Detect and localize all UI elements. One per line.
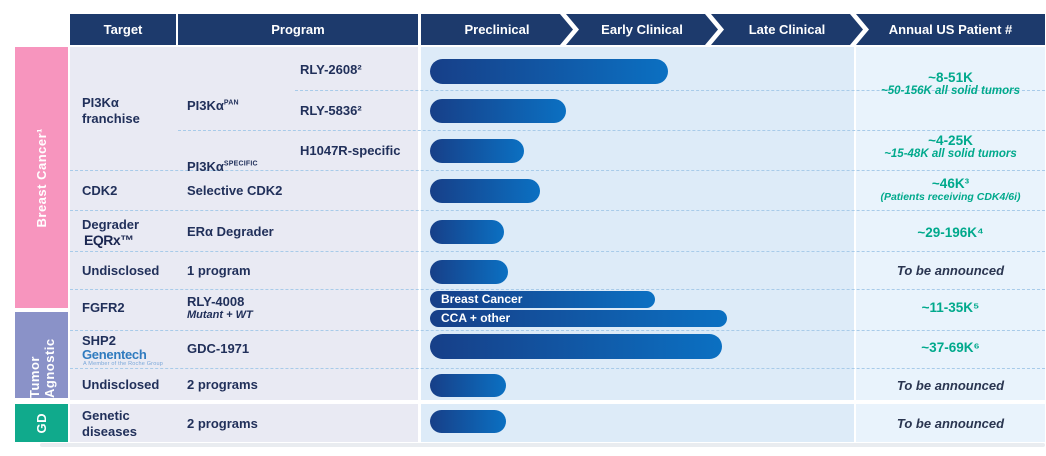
pi3ka-specific-sup: SPECIFIC	[223, 160, 258, 168]
patient-note: ~50-156K all solid tumors	[880, 85, 1020, 97]
program-2-programs-gd: 2 programs	[187, 416, 258, 431]
target-degrader: Degrader	[82, 217, 140, 232]
bar-gdc-1971	[430, 334, 722, 359]
program-rly-5836: RLY-5836²	[300, 103, 362, 118]
bar-era-degrader	[430, 220, 504, 244]
patient-count-pan: ~8-51K ~50-156K all solid tumors	[856, 70, 1045, 97]
header-target: Target	[70, 14, 176, 45]
row-separator	[70, 251, 1045, 252]
header-program: Program	[178, 14, 418, 45]
patient-count-undisclosed-bc: To be announced	[856, 263, 1045, 278]
program-rly-2608: RLY-2608²	[300, 62, 362, 77]
program-era-degrader: ERα Degrader	[187, 224, 274, 239]
pi3ka-specific-label: PI3Kα	[187, 158, 224, 174]
target-cdk2: CDK2	[82, 183, 118, 198]
category-strip-breast-cancer: Breast Cancer¹	[15, 47, 68, 308]
header-phase-early-clinical: Early Clinical	[566, 14, 718, 45]
header-phase-preclinical: Preclinical	[421, 14, 573, 45]
row-separator	[70, 210, 1045, 211]
bar-rly-5836	[430, 99, 566, 123]
bar-rly-4008-cca-other: CCA + other	[430, 310, 727, 327]
patient-panel-gd	[856, 404, 1045, 442]
patient-main: ~11-35K⁵	[921, 300, 980, 315]
category-strip-gd: GD	[15, 404, 68, 442]
pi3ka-pan-sup: PAN	[223, 99, 239, 107]
patient-main: ~8-51K	[928, 70, 973, 85]
row-separator	[70, 170, 1045, 171]
bar-undisclosed-ta	[430, 374, 506, 397]
patient-note: (Patients receiving CDK4/6i)	[880, 191, 1021, 203]
patient-tba: To be announced	[896, 378, 1005, 393]
pi3ka-pan-label: PI3Kα	[187, 97, 224, 113]
row-separator	[295, 90, 1045, 91]
program-group-pi3ka-specific: PI3KαSPECIFIC	[187, 143, 258, 174]
target-undisclosed-ta: Undisclosed	[82, 377, 160, 392]
bar-selective-cdk2	[430, 179, 540, 203]
program-rly-4008-note: Mutant + WT	[187, 309, 253, 321]
bar-h1047r	[430, 139, 524, 163]
patient-main: ~29-196K⁴	[917, 225, 984, 240]
patient-count-degrader: ~29-196K⁴	[856, 225, 1045, 240]
patient-count-h1047r: ~4-25K ~15-48K all solid tumors	[856, 133, 1045, 160]
header-phase-late-clinical: Late Clinical	[711, 14, 863, 45]
category-label-gd: GD	[34, 412, 49, 434]
program-2-programs-ta: 2 programs	[187, 377, 258, 392]
row-separator	[70, 368, 1045, 369]
category-label-tumor-agnostic: Tumor Agnostic	[26, 338, 57, 398]
bar-genetic-diseases	[430, 410, 506, 433]
table-drop-shadow	[40, 443, 1045, 447]
program-gdc-1971: GDC-1971	[187, 341, 250, 356]
bar-rly-2608	[430, 59, 668, 84]
patient-main: ~46K³	[931, 176, 970, 191]
row-separator	[70, 330, 1045, 331]
program-1-program: 1 program	[187, 263, 251, 278]
category-label-breast-cancer: Breast Cancer¹	[34, 127, 49, 228]
table-left-panel	[70, 47, 418, 400]
program-selective-cdk2: Selective CDK2	[187, 183, 283, 198]
row-separator	[70, 289, 1045, 290]
target-fgfr2: FGFR2	[82, 300, 125, 315]
bar-undisclosed-bc	[430, 260, 508, 284]
patient-main: ~4-25K	[928, 133, 973, 148]
patient-tba: To be announced	[896, 416, 1005, 431]
genentech-tagline: A Member of the Roche Group	[83, 361, 163, 367]
target-pi3ka-franchise: PI3Kα franchise	[82, 95, 140, 126]
program-h1047r: H1047R-specific	[300, 143, 401, 158]
target-shp2: SHP2	[82, 333, 116, 348]
bar-rly-4008-breast-cancer: Breast Cancer	[430, 291, 655, 308]
target-genetic-diseases: Genetic diseases	[82, 408, 137, 439]
patient-tba: To be announced	[896, 263, 1005, 278]
patient-count-undisclosed-ta: To be announced	[856, 378, 1045, 393]
table-left-panel-gd	[70, 404, 418, 442]
program-group-pi3ka-pan: PI3KαPAN	[187, 82, 239, 113]
patient-panel	[856, 47, 1045, 400]
program-rly-4008: RLY-4008	[187, 294, 245, 309]
patient-count-genetic: To be announced	[856, 416, 1045, 431]
patient-count-shp2: ~37-69K⁶	[856, 340, 1045, 355]
patient-main: ~37-69K⁶	[921, 340, 980, 355]
patient-count-cdk2: ~46K³ (Patients receiving CDK4/6i)	[856, 176, 1045, 203]
patient-note: ~15-48K all solid tumors	[884, 148, 1017, 160]
patient-count-fgfr2: ~11-35K⁵	[856, 300, 1045, 315]
row-separator	[178, 130, 1045, 131]
header-patient-count: Annual US Patient #	[856, 14, 1045, 45]
category-strip-tumor-agnostic: Tumor Agnostic	[15, 312, 68, 398]
eqrx-logo: EQRx™	[84, 232, 134, 248]
genentech-logo: Genentech	[82, 347, 147, 362]
target-undisclosed-bc: Undisclosed	[82, 263, 160, 278]
